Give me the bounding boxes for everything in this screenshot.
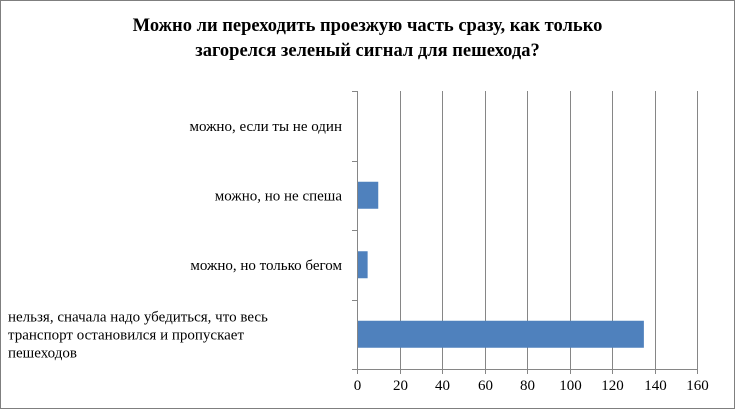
bar (358, 251, 368, 279)
category-label-line: пешеходов (8, 345, 77, 361)
x-tick-label: 160 (686, 378, 709, 394)
category-label-line: нельзя, сначала надо убедиться, что весь (8, 309, 268, 325)
chart-title-line-2: загорелся зеленый сигнал для пешехода? (195, 41, 540, 61)
bar (358, 181, 379, 209)
x-tick-label: 80 (520, 378, 535, 394)
x-tick-label: 20 (393, 378, 408, 394)
x-tick-label: 100 (559, 378, 582, 394)
category-label: можно, но не спеша (215, 188, 343, 204)
x-tick-label: 40 (435, 378, 450, 394)
category-label: нельзя, сначала надо убедиться, что весь… (8, 309, 268, 361)
category-label: можно, если ты не один (189, 119, 342, 135)
category-label: можно, но только бегом (190, 258, 342, 274)
category-label-line: можно, но только бегом (190, 258, 342, 274)
category-label-line: можно, если ты не один (189, 119, 342, 135)
x-tick-label: 60 (478, 378, 493, 394)
category-label-line: можно, но не спеша (215, 188, 343, 204)
chart-title: Можно ли переходить проезжую часть сразу… (60, 14, 675, 64)
bar (358, 320, 644, 348)
x-tick-label: 0 (354, 378, 362, 394)
category-label-line: транспорт остановился и пропускает (8, 327, 244, 343)
chart-title-line-1: Можно ли переходить проезжую часть сразу… (132, 16, 603, 36)
x-tick-label: 140 (644, 378, 667, 394)
x-tick-label: 120 (601, 378, 624, 394)
